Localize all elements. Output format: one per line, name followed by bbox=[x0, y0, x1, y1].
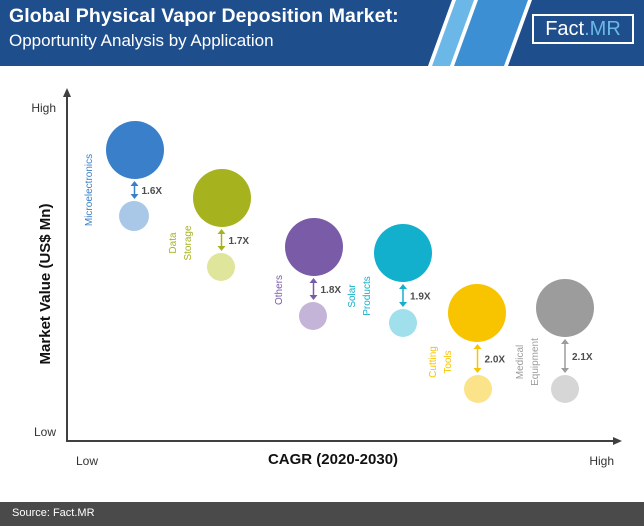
footer: Source: Fact.MR bbox=[0, 502, 644, 526]
bubble-2030-1 bbox=[106, 121, 164, 179]
bubble-2020-6 bbox=[551, 375, 579, 403]
x-tick-high: High bbox=[589, 454, 614, 468]
chart-title: Global Physical Vapor Deposition Market: bbox=[9, 5, 399, 27]
multiplier-label-2: 1.7X bbox=[229, 236, 250, 247]
category-label-line1-2: Data bbox=[168, 232, 179, 254]
category-label-line1-6: Medical bbox=[515, 345, 526, 379]
header-banner bbox=[0, 0, 644, 66]
source-note: Source: Fact.MR bbox=[12, 507, 95, 519]
growth-arrow-down-6 bbox=[561, 368, 569, 373]
multiplier-label-1: 1.6X bbox=[142, 186, 163, 197]
bubble-2020-2 bbox=[207, 253, 235, 281]
bubble-2020-1 bbox=[119, 201, 149, 231]
category-label-3: Others bbox=[274, 275, 285, 305]
growth-arrow-up-5 bbox=[473, 344, 482, 349]
factmr-logo: Fact.MR bbox=[532, 14, 634, 44]
y-axis-label: Market Value (US$ Mn) bbox=[37, 204, 54, 365]
bubble-marks: 1.6X Microelectronics 1.7X Data Storage 1.8X O… bbox=[84, 121, 594, 403]
multiplier-label-6: 2.1X bbox=[572, 352, 593, 363]
category-label-line1-5: Cutting bbox=[428, 346, 439, 378]
multiplier-label-3: 1.8X bbox=[321, 285, 342, 296]
category-label-2: Data Storage bbox=[168, 225, 194, 260]
bubble-2020-3 bbox=[299, 302, 327, 330]
category-label-5: Cutting Tools bbox=[428, 346, 454, 378]
chart-subtitle: Opportunity Analysis by Application bbox=[9, 31, 274, 50]
growth-arrow-up-6 bbox=[561, 339, 569, 344]
bubble-2030-4 bbox=[374, 224, 432, 282]
growth-arrow-up-2 bbox=[217, 229, 226, 234]
logo-text-fact: Fact bbox=[545, 18, 585, 40]
growth-arrow-up-3 bbox=[309, 278, 318, 283]
category-label-line2-6: Equipment bbox=[530, 338, 541, 386]
header-stripe-light bbox=[432, 0, 474, 66]
bubble-2030-6 bbox=[536, 279, 594, 337]
y-tick-high: High bbox=[31, 101, 56, 115]
header: Global Physical Vapor Deposition Market:… bbox=[0, 0, 644, 66]
header-band bbox=[0, 0, 452, 66]
x-tick-low: Low bbox=[76, 454, 98, 468]
growth-arrow-down-2 bbox=[217, 246, 226, 251]
x-axis-label: CAGR (2020-2030) bbox=[268, 451, 398, 468]
growth-arrow-up-1 bbox=[130, 181, 139, 186]
growth-arrow-down-3 bbox=[309, 295, 318, 300]
category-label-line2-2: Storage bbox=[183, 225, 194, 260]
y-tick-low: Low bbox=[34, 425, 56, 439]
category-label-line2-5: Tools bbox=[443, 350, 454, 373]
header-logo-band bbox=[508, 0, 644, 66]
growth-arrow-down-1 bbox=[130, 194, 139, 199]
category-label-1: Microelectronics bbox=[84, 154, 95, 226]
bubble-chart: High Low Low High CAGR (2020-2030) Marke… bbox=[31, 88, 622, 468]
multiplier-label-4: 1.9X bbox=[410, 292, 431, 303]
growth-arrow-down-4 bbox=[399, 302, 407, 307]
bubble-2030-5 bbox=[448, 284, 506, 342]
bubble-2030-2 bbox=[193, 169, 251, 227]
category-label-line2-4: Products bbox=[362, 276, 373, 315]
category-label-line1-4: Solar bbox=[347, 284, 358, 308]
logo-text-mr: .MR bbox=[584, 18, 621, 40]
growth-arrow-up-4 bbox=[399, 284, 407, 289]
header-stripe-mid bbox=[454, 0, 528, 66]
category-label-6: Medical Equipment bbox=[515, 338, 541, 386]
multiplier-label-5: 2.0X bbox=[485, 355, 506, 366]
bubble-2020-4 bbox=[389, 309, 417, 337]
category-label-4: Solar Products bbox=[347, 276, 373, 315]
bubble-2030-3 bbox=[285, 218, 343, 276]
growth-arrow-down-5 bbox=[473, 368, 482, 373]
bubble-2020-5 bbox=[464, 375, 492, 403]
